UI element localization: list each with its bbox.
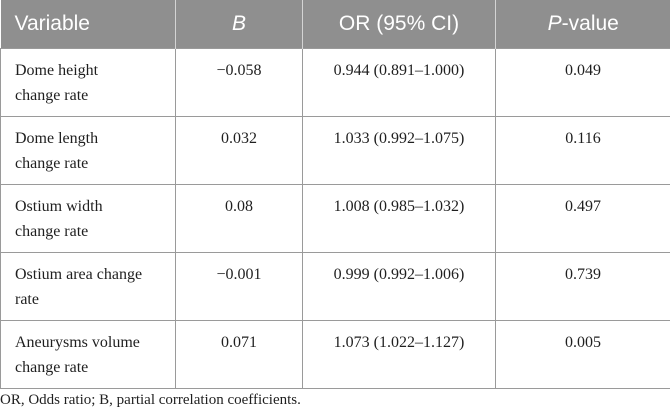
cell-or: 1.073 (1.022–1.127) xyxy=(302,320,496,389)
cell-or: 0.999 (0.992–1.006) xyxy=(302,252,496,321)
cell-b: 0.071 xyxy=(175,320,303,389)
cell-p: 0.739 xyxy=(495,252,670,321)
variable-line2: change rate xyxy=(15,359,89,376)
header-b: B xyxy=(175,0,303,49)
header-or: OR (95% CI) xyxy=(302,0,496,49)
header-variable: Variable xyxy=(0,0,176,49)
variable-line2: change rate xyxy=(15,87,89,104)
variable-line1: Aneurysms volume xyxy=(15,334,140,351)
variable-line1: Ostium area change xyxy=(15,266,143,283)
variable-line2: rate xyxy=(15,291,39,308)
table-row: Ostium width change rate 0.08 1.008 (0.98… xyxy=(0,184,670,253)
variable-line2: change rate xyxy=(15,223,89,240)
cell-b: −0.001 xyxy=(175,252,303,321)
header-p-italic: P xyxy=(547,12,562,35)
header-p-value: P-value xyxy=(495,0,670,49)
variable-line1: Dome length xyxy=(15,130,99,147)
header-b-label: B xyxy=(231,12,246,35)
cell-b: 0.032 xyxy=(175,116,303,185)
table-header-row: Variable B OR (95% CI) P-value xyxy=(0,0,670,49)
cell-or: 1.008 (0.985–1.032) xyxy=(302,184,496,253)
cell-variable: Dome height change rate xyxy=(0,48,176,117)
table-row: Dome height change rate −0.058 0.944 (0.8… xyxy=(0,48,670,117)
variable-line2: change rate xyxy=(15,155,89,172)
cell-variable: Dome length change rate xyxy=(0,116,176,185)
header-p-rest: -value xyxy=(561,12,619,35)
cell-p: 0.005 xyxy=(495,320,670,389)
results-table: Variable B OR (95% CI) P-value Dome heig… xyxy=(0,0,670,389)
cell-variable: Aneurysms volume change rate xyxy=(0,320,176,389)
cell-variable: Ostium width change rate xyxy=(0,184,176,253)
cell-b: −0.058 xyxy=(175,48,303,117)
table-row: Aneurysms volume change rate 0.071 1.073 … xyxy=(0,320,670,389)
cell-variable: Ostium area change rate xyxy=(0,252,176,321)
table-row: Dome length change rate 0.032 1.033 (0.99… xyxy=(0,116,670,185)
variable-line1: Ostium width xyxy=(15,198,103,215)
cell-or: 1.033 (0.992–1.075) xyxy=(302,116,496,185)
table-footnote: OR, Odds ratio; B, partial correlation c… xyxy=(0,392,301,408)
cell-p: 0.049 xyxy=(495,48,670,117)
cell-p: 0.116 xyxy=(495,116,670,185)
variable-line1: Dome height xyxy=(15,62,99,79)
cell-or: 0.944 (0.891–1.000) xyxy=(302,48,496,117)
cell-b: 0.08 xyxy=(175,184,303,253)
cell-p: 0.497 xyxy=(495,184,670,253)
table-row: Ostium area change rate −0.001 0.999 (0.9… xyxy=(0,252,670,321)
